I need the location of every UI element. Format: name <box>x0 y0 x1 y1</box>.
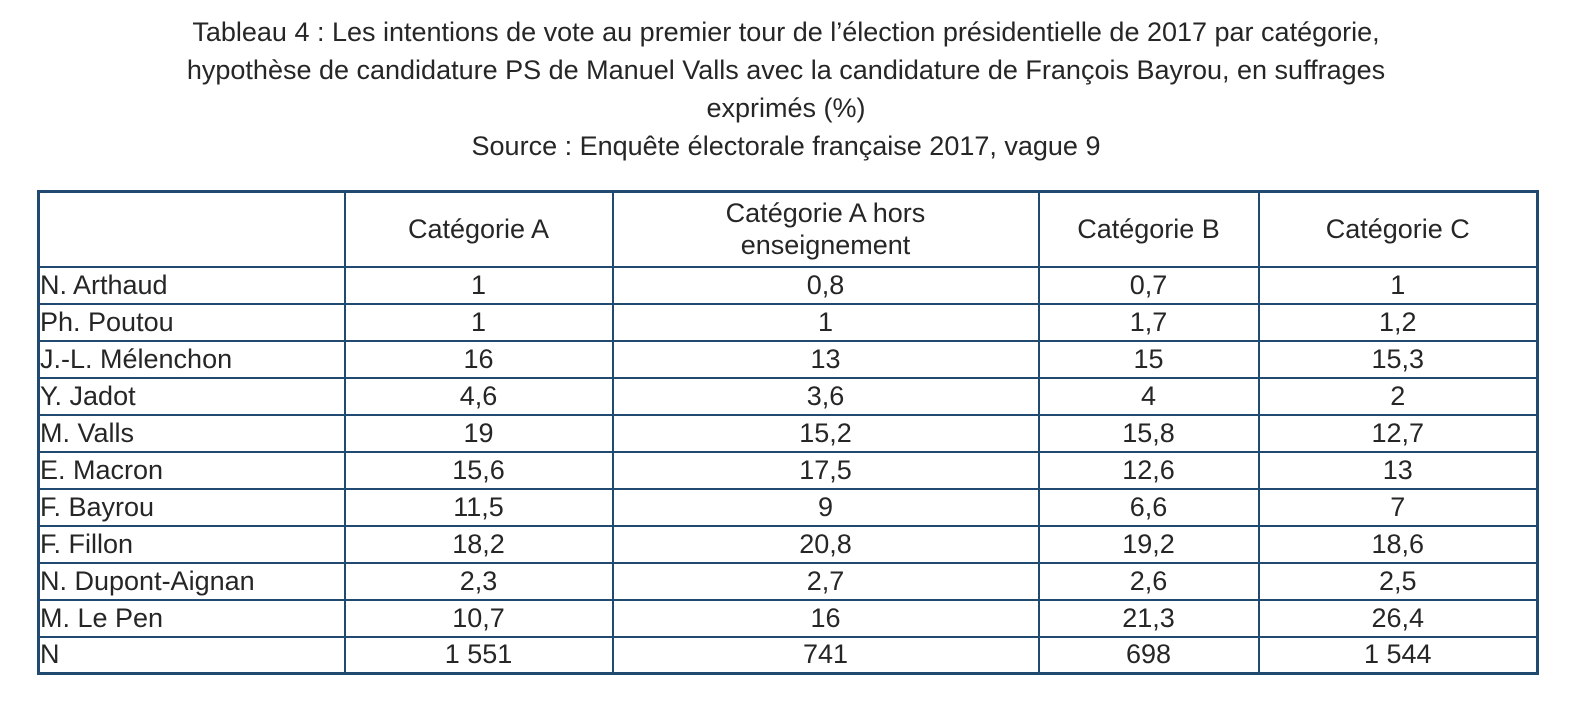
value-cell: 698 <box>1037 635 1260 675</box>
value-cell: 15 <box>1037 339 1260 379</box>
value-cell: 1 <box>343 302 614 342</box>
caption-line-2: hypothèse de candidature PS de Manuel Va… <box>186 55 1386 85</box>
value-cell: 19 <box>343 413 614 453</box>
value-cell: 1 <box>611 302 1040 342</box>
value-cell: 7 <box>1257 487 1539 527</box>
value-cell: 2,5 <box>1257 561 1539 601</box>
value-cell: 4,6 <box>343 376 614 416</box>
table-caption: Tableau 4 : Les intentions de vote au pr… <box>0 0 1572 165</box>
table-row-le-pen: M. Le Pen 10,7 16 21,3 26,4 <box>37 598 1539 638</box>
value-cell: 16 <box>343 339 614 379</box>
value-cell: 1 544 <box>1257 635 1539 675</box>
value-cell: 2,6 <box>1037 561 1260 601</box>
value-cell: 12,6 <box>1037 450 1260 490</box>
value-cell: 2 <box>1257 376 1539 416</box>
candidate-name-cell: Ph. Poutou <box>37 302 346 342</box>
column-header-categorie-a-hors-enseignement: Catégorie A hors enseignement <box>611 190 1040 268</box>
value-cell: 0,8 <box>611 265 1040 305</box>
value-cell: 16 <box>611 598 1040 638</box>
value-cell: 26,4 <box>1257 598 1539 638</box>
value-cell: 15,8 <box>1037 413 1260 453</box>
value-cell: 15,3 <box>1257 339 1539 379</box>
table-row-fillon: F. Fillon 18,2 20,8 19,2 18,6 <box>37 524 1539 564</box>
value-cell: 18,6 <box>1257 524 1539 564</box>
value-cell: 9 <box>611 487 1040 527</box>
candidate-name-cell: E. Macron <box>37 450 346 490</box>
value-cell: 15,2 <box>611 413 1040 453</box>
value-cell: 21,3 <box>1037 598 1260 638</box>
vote-intentions-table: Catégorie A Catégorie A hors enseignemen… <box>37 190 1539 675</box>
candidate-name-cell: M. Le Pen <box>37 598 346 638</box>
candidate-name-cell: N. Dupont-Aignan <box>37 561 346 601</box>
table-row-macron: E. Macron 15,6 17,5 12,6 13 <box>37 450 1539 490</box>
value-cell: 1,7 <box>1037 302 1260 342</box>
value-cell: 3,6 <box>611 376 1040 416</box>
value-cell: 13 <box>611 339 1040 379</box>
value-cell: 741 <box>611 635 1040 675</box>
source-line: Source : Enquête électorale française 20… <box>471 131 1101 161</box>
table-row-poutou: Ph. Poutou 1 1 1,7 1,2 <box>37 302 1539 342</box>
column-header-empty <box>37 190 346 268</box>
candidate-name-cell: F. Fillon <box>37 524 346 564</box>
value-cell: 6,6 <box>1037 487 1260 527</box>
candidate-name-cell: M. Valls <box>37 413 346 453</box>
table-row-jadot: Y. Jadot 4,6 3,6 4 2 <box>37 376 1539 416</box>
value-cell: 11,5 <box>343 487 614 527</box>
value-cell: 1 551 <box>343 635 614 675</box>
value-cell: 13 <box>1257 450 1539 490</box>
value-cell: 1 <box>1257 265 1539 305</box>
value-cell: 17,5 <box>611 450 1040 490</box>
value-cell: 4 <box>1037 376 1260 416</box>
value-cell: 12,7 <box>1257 413 1539 453</box>
candidate-name-cell: Y. Jadot <box>37 376 346 416</box>
column-header-categorie-c: Catégorie C <box>1257 190 1539 268</box>
value-cell: 0,7 <box>1037 265 1260 305</box>
caption-line-3: exprimés (%) <box>706 93 866 123</box>
value-cell: 10,7 <box>343 598 614 638</box>
table-row-dupont-aignan: N. Dupont-Aignan 2,3 2,7 2,6 2,5 <box>37 561 1539 601</box>
value-cell: 1 <box>343 265 614 305</box>
candidate-name-cell: N <box>37 635 346 675</box>
header-row: Catégorie A Catégorie A hors enseignemen… <box>37 190 1539 268</box>
column-header-categorie-b: Catégorie B <box>1037 190 1260 268</box>
candidate-name-cell: J.-L. Mélenchon <box>37 339 346 379</box>
column-header-categorie-a: Catégorie A <box>343 190 614 268</box>
table-row-valls: M. Valls 19 15,2 15,8 12,7 <box>37 413 1539 453</box>
value-cell: 1,2 <box>1257 302 1539 342</box>
value-cell: 19,2 <box>1037 524 1260 564</box>
value-cell: 15,6 <box>343 450 614 490</box>
candidate-name-cell: N. Arthaud <box>37 265 346 305</box>
table-row-n-total: N 1 551 741 698 1 544 <box>37 635 1539 675</box>
value-cell: 2,3 <box>343 561 614 601</box>
table-row-melenchon: J.-L. Mélenchon 16 13 15 15,3 <box>37 339 1539 379</box>
value-cell: 18,2 <box>343 524 614 564</box>
table-row-bayrou: F. Bayrou 11,5 9 6,6 7 <box>37 487 1539 527</box>
candidate-name-cell: F. Bayrou <box>37 487 346 527</box>
table-row-arthaud: N. Arthaud 1 0,8 0,7 1 <box>37 265 1539 305</box>
value-cell: 2,7 <box>611 561 1040 601</box>
value-cell: 20,8 <box>611 524 1040 564</box>
caption-line-1: Tableau 4 : Les intentions de vote au pr… <box>192 17 1380 47</box>
